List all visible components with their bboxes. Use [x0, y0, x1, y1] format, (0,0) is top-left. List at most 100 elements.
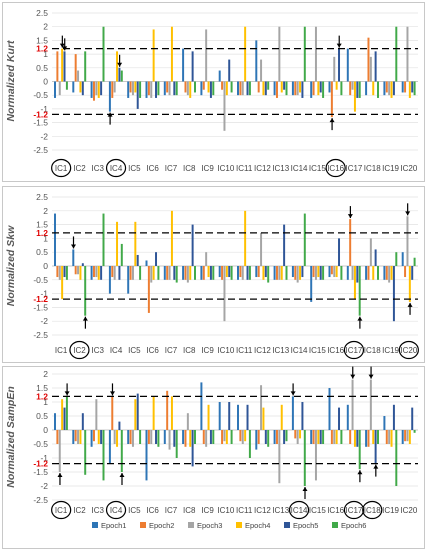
- bar-epoch6-ic1: [65, 396, 68, 430]
- bar-epoch3-ic5: [131, 266, 134, 280]
- category-label: IC2: [73, 346, 86, 355]
- bar-epoch6-ic16: [340, 266, 343, 280]
- arrow-head: [62, 46, 68, 51]
- y-tick-label: -1.5: [33, 302, 48, 312]
- bar-epoch5-ic13: [283, 430, 286, 444]
- bar-epoch1-ic13: [273, 266, 276, 280]
- bar-epoch3-ic20: [406, 216, 409, 266]
- arrow-head: [329, 118, 335, 123]
- bar-epoch1-ic19: [383, 266, 386, 280]
- bar-epoch4-ic3: [97, 266, 100, 280]
- category-label: IC10: [217, 506, 234, 515]
- arrow-head: [302, 487, 308, 491]
- bar-epoch2-ic5: [129, 430, 132, 444]
- bar-epoch6-ic16: [340, 430, 343, 444]
- y-tick-label: 0: [43, 425, 48, 435]
- y-tick-label: -2: [40, 131, 48, 141]
- category-label: IC7: [165, 164, 178, 173]
- bar-epoch3-ic20: [406, 26, 409, 82]
- bar-epoch2-ic12: [257, 430, 260, 444]
- bar-epoch1-ic17: [346, 266, 349, 280]
- arrow-head: [368, 374, 374, 379]
- annotation-arrow: [107, 112, 113, 125]
- bar-epoch2-ic3: [92, 430, 95, 442]
- bar-epoch3-ic17: [351, 266, 354, 280]
- bar-epoch6-ic13: [285, 430, 288, 442]
- bar-epoch2-ic20: [404, 266, 407, 278]
- category-label: IC8: [183, 506, 196, 515]
- bar-epoch3-ic8: [186, 266, 189, 283]
- bar-epoch5-ic6: [155, 252, 158, 266]
- bar-epoch3-ic13: [278, 430, 281, 484]
- category-label: IC20: [400, 164, 417, 173]
- annotation-arrow: [109, 383, 115, 396]
- bar-epoch6-ic7: [175, 81, 178, 96]
- bar-epoch5-ic9: [209, 81, 212, 98]
- bar-epoch4-ic9: [207, 404, 210, 430]
- category-label: IC5: [128, 346, 141, 355]
- bar-epoch3-ic19: [388, 266, 391, 283]
- bar-epoch6-ic11: [248, 430, 251, 458]
- bar-epoch6-ic20: [413, 81, 416, 96]
- bar-epoch1-ic20: [401, 252, 404, 266]
- bar-epoch5-ic5: [136, 393, 139, 430]
- bar-epoch4-ic14: [299, 430, 302, 439]
- bar-epoch2-ic7: [166, 390, 169, 430]
- y-tick-label: 0.5: [36, 63, 48, 73]
- bar-epoch3-ic6: [150, 430, 153, 444]
- bar-epoch4-ic13: [280, 81, 283, 93]
- bar-epoch6-ic6: [157, 266, 160, 280]
- bar-epoch1-ic11: [237, 81, 239, 96]
- arrow-head: [350, 374, 356, 379]
- bar-epoch1-ic7: [163, 430, 166, 444]
- category-label: IC15: [309, 164, 326, 173]
- annotation-arrow: [368, 366, 374, 379]
- bar-epoch5-ic1: [63, 266, 66, 278]
- bar-epoch6-ic8: [194, 81, 196, 93]
- bar-epoch5-ic1: [63, 407, 66, 430]
- category-label: IC11: [236, 506, 253, 515]
- bar-epoch1-ic19: [383, 81, 386, 96]
- legend-swatch: [92, 522, 98, 528]
- bar-epoch5-ic12: [264, 266, 267, 278]
- bar-epoch3-ic15: [314, 430, 317, 481]
- bar-epoch6-ic3: [102, 213, 105, 266]
- bar-epoch5-ic1: [63, 51, 66, 82]
- category-label: IC4: [110, 164, 123, 173]
- bar-epoch1-ic2: [72, 81, 75, 93]
- arrow-head: [290, 391, 296, 396]
- bar-epoch1-ic13: [273, 81, 276, 96]
- bar-epoch2-ic1: [56, 51, 59, 82]
- bar-epoch3-ic15: [314, 26, 317, 82]
- category-label: IC14: [291, 164, 308, 173]
- chart-panel-3: 2 1.51.21 0.5 0 -0.5 -1-1.2-1.5 -2 -2.5 IC1 IC2 IC…: [5, 366, 418, 530]
- y-tick-label: 2.5: [36, 8, 48, 18]
- bar-epoch2-ic18: [367, 266, 370, 280]
- bar-epoch1-ic4: [108, 266, 111, 294]
- bar-epoch6-ic17: [358, 266, 361, 316]
- category-label: IC18: [364, 506, 381, 515]
- category-label: IC12: [254, 346, 271, 355]
- bar-epoch4-ic18: [372, 430, 375, 444]
- bar-epoch6-ic9: [212, 430, 215, 444]
- bar-epoch1-ic14: [291, 266, 294, 278]
- category-label: IC6: [146, 506, 159, 515]
- bar-epoch1-ic20: [401, 430, 404, 444]
- bar-epoch1-ic11: [237, 404, 239, 430]
- bar-epoch6-ic1: [65, 266, 68, 280]
- bar-epoch4-ic5: [134, 221, 137, 266]
- category-label: IC15: [309, 506, 326, 515]
- category-label: IC1: [55, 164, 68, 173]
- bar-epoch4-ic14: [299, 266, 302, 280]
- bar-epoch1-ic6: [145, 430, 148, 481]
- bar-epoch5-ic8: [191, 51, 194, 82]
- bar-epoch5-ic15: [319, 81, 322, 93]
- bar-epoch4-ic20: [408, 266, 411, 302]
- bar-epoch3-ic18: [369, 238, 372, 266]
- legend-swatch: [332, 522, 338, 528]
- bar-epoch4-ic8: [189, 430, 192, 447]
- bar-epoch1-ic17: [346, 404, 349, 430]
- bar-epoch1-ic14: [291, 396, 294, 430]
- bar-epoch5-ic14: [301, 402, 304, 430]
- bar-epoch5-ic16: [338, 238, 341, 266]
